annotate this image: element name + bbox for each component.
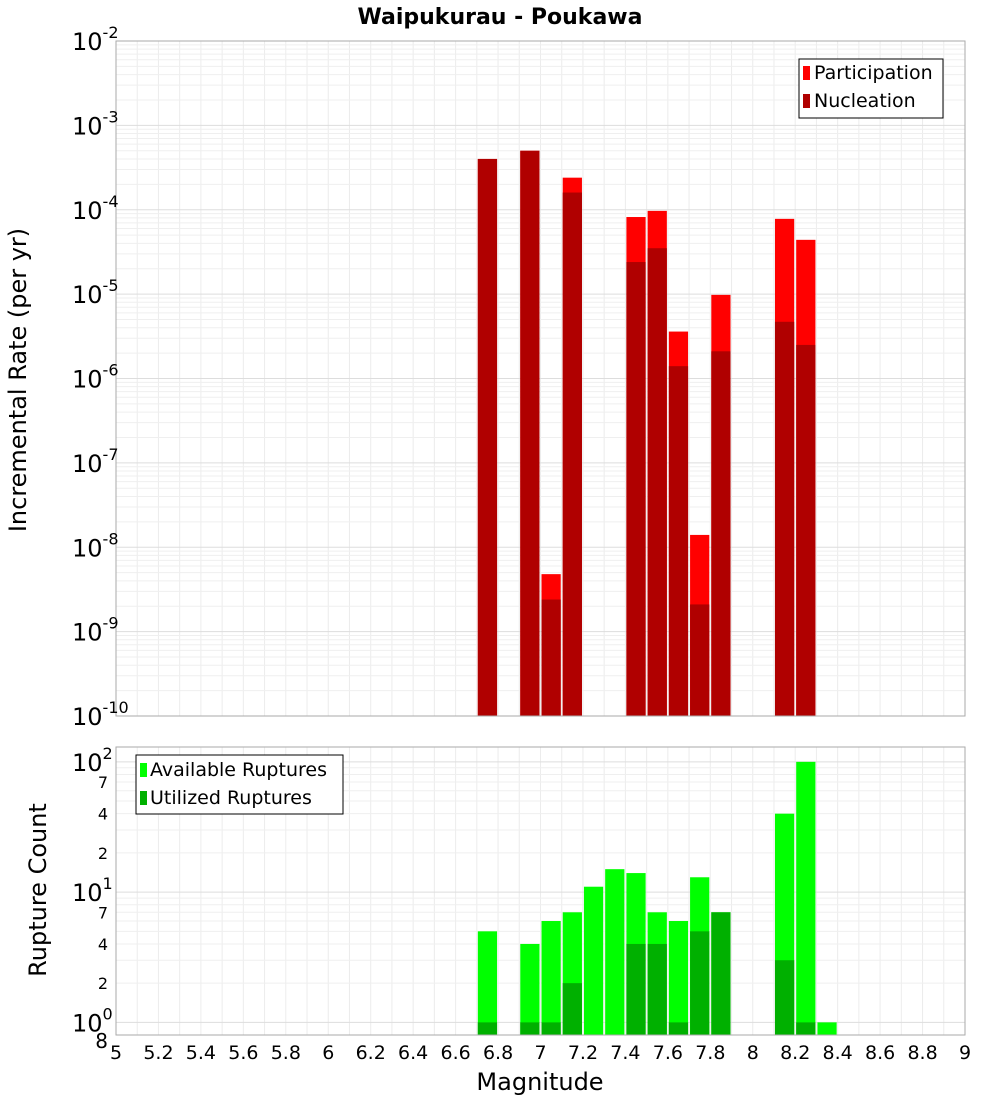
legend-box xyxy=(135,754,344,815)
y-tick-label: 10-7 xyxy=(72,445,119,478)
utilized-ruptures-bar xyxy=(541,1022,561,1035)
available-ruptures-bar xyxy=(796,761,816,1035)
x-tick-label: 6.2 xyxy=(356,1042,386,1064)
x-tick-label: 7.8 xyxy=(695,1042,725,1064)
utilized-ruptures-bar xyxy=(647,943,667,1035)
x-tick-label: 8.6 xyxy=(865,1042,895,1064)
y-tick-label: 10-2 xyxy=(72,23,119,56)
x-axis-label: Magnitude xyxy=(476,1068,603,1096)
top-plot-frame xyxy=(115,40,966,717)
nucleation-bar xyxy=(668,366,689,716)
legend-swatch xyxy=(140,791,147,805)
nucleation-bar xyxy=(711,351,731,716)
y-minor-tick-label: 4 xyxy=(98,805,108,824)
y-minor-tick-label: 2 xyxy=(98,974,108,993)
x-tick-label: 8.8 xyxy=(907,1042,937,1064)
y-minor-tick-label: 4 xyxy=(98,935,108,954)
nucleation-bar xyxy=(541,599,561,716)
legend-swatch xyxy=(140,763,147,777)
bottom-y-axis-label: Rupture Count xyxy=(24,803,52,977)
utilized-ruptures-bar xyxy=(690,931,710,1035)
available-ruptures-bar xyxy=(817,1022,837,1035)
x-tick-label: 5.8 xyxy=(271,1042,301,1064)
legend-label: Utilized Ruptures xyxy=(150,787,312,809)
x-tick-label: 6.8 xyxy=(483,1042,513,1064)
legend-swatch xyxy=(803,66,810,80)
bottom-plot-grid xyxy=(115,747,966,1035)
nucleation-bar xyxy=(626,262,646,716)
x-tick-label: 6.4 xyxy=(398,1042,428,1064)
nucleation-bar xyxy=(690,604,710,716)
x-tick-label: 8.2 xyxy=(780,1042,810,1064)
x-tick-labels: 5 5.2 5.4 5.6 5.8 6 6.2 6.4 6.6 6.8 7 7.2 7.4 7.6 7.8 8… xyxy=(110,1042,971,1064)
nucleation-bar xyxy=(647,248,667,717)
top-y-tick-labels: 10-10 10-9 10-8 10-7 10-6 10-5 10-4 10-3 10-2 xyxy=(72,23,129,731)
y-tick-label: 10-3 xyxy=(72,107,119,140)
x-tick-label: 5 xyxy=(110,1042,122,1064)
nucleation-bar xyxy=(562,192,582,717)
bottom-legend: Available Ruptures Utilized Ruptures xyxy=(135,754,344,815)
utilized-ruptures-bar xyxy=(477,1022,498,1035)
top-y-axis-label: Incremental Rate (per yr) xyxy=(4,228,32,532)
x-tick-label: 7 xyxy=(534,1042,546,1064)
y-tick-label: 10-5 xyxy=(72,276,119,309)
x-tick-label: 8 xyxy=(747,1042,759,1064)
y-minor-tick-label: 7 xyxy=(98,903,108,922)
available-ruptures-bar xyxy=(668,921,689,1035)
legend-label: Available Ruptures xyxy=(150,759,327,781)
top-plot-grid xyxy=(115,40,966,717)
utilized-ruptures-bar xyxy=(626,943,646,1035)
y-tick-label: 101 xyxy=(72,874,113,907)
y-minor-tick-label: 2 xyxy=(98,844,108,863)
bottom-y-tick-labels: 100 101 102 8 2 4 7 2 4 7 xyxy=(72,744,113,1053)
nucleation-bar xyxy=(477,158,498,717)
available-ruptures-bar xyxy=(520,943,540,1035)
nucleation-bar xyxy=(774,321,795,716)
utilized-ruptures-bar xyxy=(562,983,582,1035)
utilized-ruptures-bar xyxy=(711,912,731,1035)
y-minor-tick-label: 8 xyxy=(95,1029,108,1053)
y-tick-label: 100 xyxy=(72,1004,113,1037)
x-tick-label: 7.4 xyxy=(610,1042,640,1064)
legend-label: Nucleation xyxy=(814,90,916,112)
utilized-ruptures-bar xyxy=(774,960,795,1035)
x-tick-label: 9 xyxy=(959,1042,971,1064)
utilized-ruptures-bar xyxy=(520,1022,540,1035)
x-tick-label: 6.6 xyxy=(440,1042,470,1064)
y-tick-label: 102 xyxy=(72,744,113,777)
available-ruptures-bar xyxy=(477,931,498,1035)
y-tick-label: 10-4 xyxy=(72,192,119,225)
available-ruptures-bar xyxy=(605,869,625,1035)
y-tick-label: 10-9 xyxy=(72,614,119,647)
x-tick-label: 5.4 xyxy=(186,1042,216,1064)
top-plot-bars xyxy=(477,150,816,717)
y-tick-label: 10-10 xyxy=(72,698,129,731)
x-tick-label: 5.6 xyxy=(228,1042,258,1064)
y-minor-tick-label: 7 xyxy=(98,773,108,792)
x-tick-label: 7.6 xyxy=(653,1042,683,1064)
y-tick-label: 10-8 xyxy=(72,529,119,562)
utilized-ruptures-bar xyxy=(796,1022,816,1035)
x-tick-label: 7.2 xyxy=(568,1042,598,1064)
legend-swatch xyxy=(803,94,810,108)
y-tick-label: 10-6 xyxy=(72,361,119,394)
utilized-ruptures-bar xyxy=(668,1022,689,1035)
x-tick-label: 5.2 xyxy=(143,1042,173,1064)
available-ruptures-bar xyxy=(541,921,561,1035)
legend-label: Participation xyxy=(814,62,933,84)
legend-box xyxy=(798,58,944,119)
x-tick-label: 8.4 xyxy=(823,1042,853,1064)
bottom-plot-bars xyxy=(477,761,837,1035)
x-tick-label: 6 xyxy=(322,1042,334,1064)
available-ruptures-bar xyxy=(583,886,604,1035)
top-legend: Participation Nucleation xyxy=(798,58,944,119)
nucleation-bar xyxy=(796,344,816,716)
bottom-plot-frame xyxy=(115,746,966,1036)
chart-title: Waipukurau - Poukawa xyxy=(358,5,643,30)
nucleation-bar xyxy=(520,150,540,716)
